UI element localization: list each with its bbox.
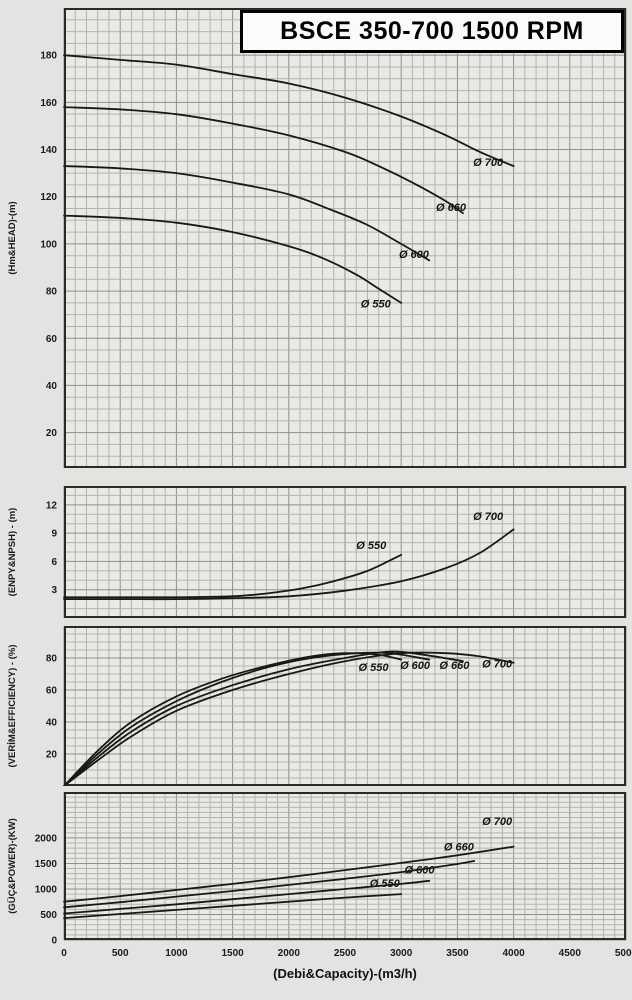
y-axis-tick-label: 80 [46, 654, 58, 665]
series-label: Ø 700 [473, 511, 504, 523]
series-label: Ø 550 [358, 662, 389, 674]
series-label: Ø 660 [439, 660, 470, 672]
series-label: Ø 660 [436, 202, 467, 214]
y-axis-title: (VERİM&EFFICIENCY) - (%) [7, 645, 18, 768]
series-label: Ø 700 [482, 659, 513, 671]
y-axis-tick-label: 100 [40, 239, 57, 250]
y-axis-title: (GÜÇ&POWER)-(KW) [7, 818, 18, 914]
curve-Ø550 [63, 553, 403, 599]
y-axis-tick-label: 0 [51, 936, 57, 947]
chart-efficiency: 20 40 60 80 (VERİM&EFFICIENCY) - (%) Ø 550 Ø 6… [7, 626, 627, 786]
y-axis-tick-label: 12 [46, 500, 58, 511]
curve-Ø700 [63, 528, 515, 601]
x-axis-tick-label: 1000 [165, 948, 188, 959]
y-axis-tick-label: 500 [40, 910, 57, 921]
curve-Ø700 [63, 845, 515, 903]
curve-Ø600 [63, 879, 431, 915]
series-label: Ø 700 [482, 816, 513, 828]
curve-Ø550 [63, 214, 403, 304]
y-axis-tick-label: 2000 [35, 833, 58, 844]
x-axis-tick-label: 0 [61, 948, 67, 959]
curve-Ø660 [63, 860, 476, 909]
y-axis-tick-label: 6 [51, 557, 57, 568]
x-axis-tick-label: 500 [112, 948, 129, 959]
curve-Ø700 [63, 54, 515, 167]
y-axis-tick-label: 40 [46, 381, 58, 392]
series-label: Ø 600 [399, 249, 430, 261]
y-axis-tick-label: 60 [46, 334, 58, 345]
x-axis-tick-label: 5000 [615, 948, 632, 959]
series-label: Ø 660 [444, 842, 475, 854]
y-axis-title: (ENPY&NPSH) - (m) [7, 508, 18, 597]
y-axis-tick-label: 1500 [35, 859, 58, 870]
plot-border [64, 486, 626, 618]
y-axis-tick-label: 160 [40, 98, 57, 109]
x-axis-tick-label: 1500 [221, 948, 244, 959]
y-axis-tick-label: 180 [40, 51, 57, 62]
y-axis-tick-label: 40 [46, 718, 58, 729]
x-axis-tick-label: 4500 [559, 948, 582, 959]
plot-border [64, 792, 626, 940]
x-axis-title: (Debi&Capacity)-(m3/h) [273, 966, 417, 981]
y-axis-tick-label: 3 [51, 585, 57, 596]
y-axis-tick-label: 120 [40, 192, 57, 203]
y-axis-tick-label: 140 [40, 145, 57, 156]
x-axis-tick-label: 4000 [502, 948, 525, 959]
y-axis-tick-label: 80 [46, 287, 58, 298]
x-axis-tick-label: 2500 [334, 948, 357, 959]
curve-Ø700 [63, 651, 515, 786]
chart-title-box: BSCE 350-700 1500 RPM [240, 10, 624, 54]
plot-border [64, 8, 626, 468]
series-label: Ø 600 [400, 660, 431, 672]
y-axis-tick-label: 1000 [35, 884, 58, 895]
curve-Ø550 [63, 893, 403, 919]
curve-Ø600 [63, 165, 431, 262]
x-axis-tick-label: 2000 [278, 948, 301, 959]
y-axis-tick-label: 20 [46, 428, 58, 439]
chart-head: 20 40 60 80 100 120 140 160 180 (Hm&HEAD)-(m) Ø 55… [7, 8, 627, 468]
y-axis-tick-label: 20 [46, 750, 58, 761]
y-axis-tick-label: 9 [51, 529, 57, 540]
series-label: Ø 550 [361, 299, 392, 311]
x-axis-tick-label: 3500 [446, 948, 469, 959]
chart-npsh: 3 6 9 12 (ENPY&NPSH) - (m) Ø 550 Ø 700 [7, 486, 627, 618]
y-axis-title: (Hm&HEAD)-(m) [7, 201, 18, 274]
x-axis-tick-label: 3000 [390, 948, 413, 959]
y-axis-tick-label: 60 [46, 686, 58, 697]
chart-title: BSCE 350-700 1500 RPM [280, 17, 584, 45]
curve-Ø660 [63, 106, 464, 215]
series-label: Ø 700 [473, 157, 504, 169]
plot-border [64, 626, 626, 786]
charts-container: 20 40 60 80 100 120 140 160 180 (Hm&HEAD)-(m) Ø 55… [2, 8, 632, 962]
series-label: Ø 550 [356, 540, 387, 552]
